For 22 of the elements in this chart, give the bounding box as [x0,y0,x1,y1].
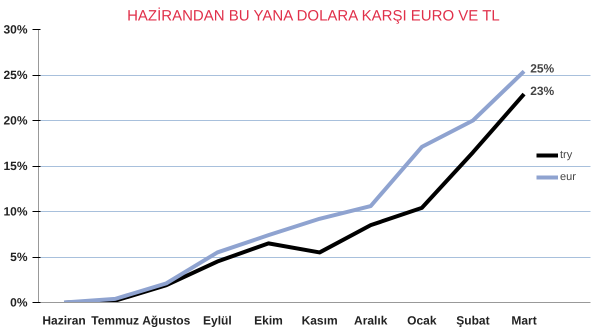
legend-label: try [560,148,574,160]
y-tick-label: 0% [10,296,28,310]
chart-title: HAZİRANDAN BU YANA DOLARA KARŞI EURO VE TL [127,6,500,24]
y-tick-label: 25% [3,68,28,82]
x-tick-label: Ocak [407,314,437,328]
x-tick-label: Kasım [302,314,338,328]
y-tick-label: 20% [3,114,28,128]
legend-label: eur [560,170,577,182]
annotation: 23% [530,84,555,98]
x-tick-label: Şubat [456,314,490,328]
y-tick-label: 30% [3,22,28,36]
y-tick-label: 5% [10,250,28,264]
x-tick-label: Ağustos [142,314,191,328]
y-tick-label: 15% [3,159,28,173]
x-tick-label: Ekim [254,314,283,328]
y-tick-label: 10% [3,204,28,218]
x-tick-label: Mart [511,314,537,328]
x-tick-label: Temmuz [91,314,140,328]
x-tick-label: Eylül [203,314,232,328]
x-tick-label: Haziran [42,314,86,328]
x-tick-label: Aralık [354,314,388,328]
annotation: 25% [530,61,555,76]
